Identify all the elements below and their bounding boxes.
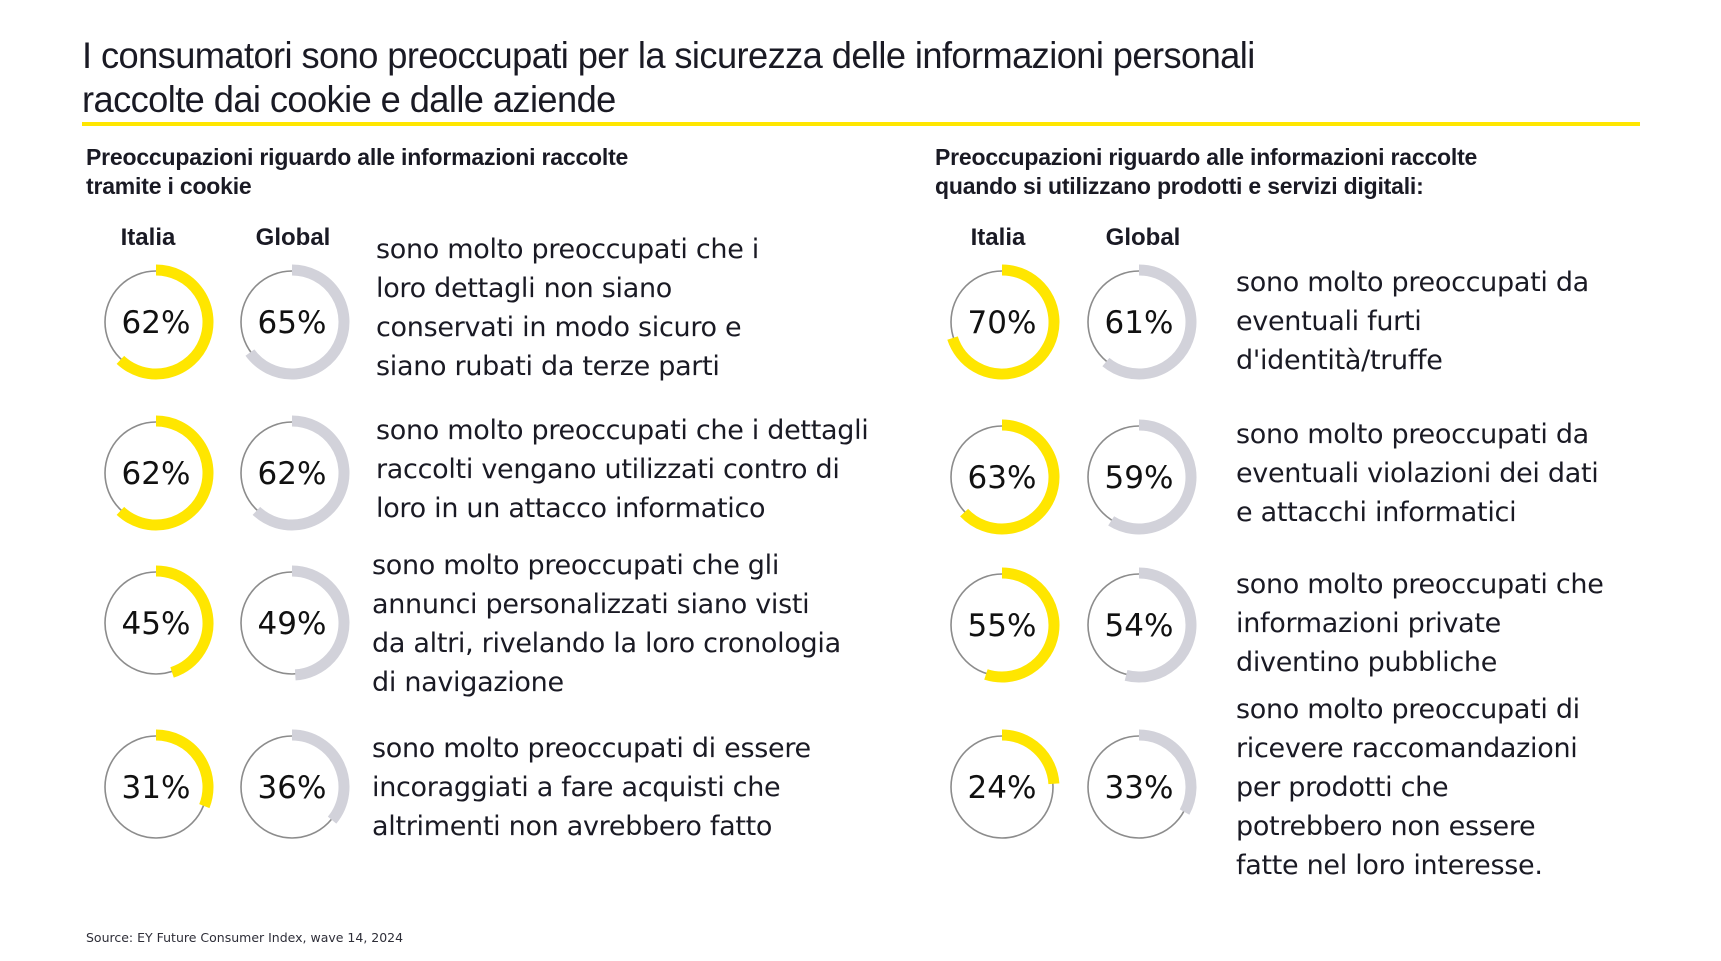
right-item-1-global-arc [1102, 264, 1197, 380]
right-heading-line-1: Preoccupazioni riguardo alle informazion… [935, 144, 1478, 170]
left-item-1-description: sono molto preoccupati che i loro dettag… [376, 234, 759, 382]
right-item-2-global-arc [1108, 419, 1197, 535]
left-item-1-italia-donut: 62% [104, 264, 214, 380]
right-item-1-description: sono molto preoccupati da eventuali furt… [1236, 267, 1589, 376]
left-heading-line-1: Preoccupazioni riguardo alle informazion… [86, 144, 629, 170]
left-item-2-global-donut: 62% [240, 415, 350, 531]
right-item-2-description: sono molto preoccupati da eventuali viol… [1236, 419, 1599, 528]
right-item-1-global-value: 61% [1105, 305, 1174, 341]
right-item-3-global-value: 54% [1105, 608, 1174, 644]
right-item-2-italia-value: 63% [968, 460, 1037, 496]
title-line-2: raccolte dai cookie e dalle aziende [82, 79, 616, 120]
left-item-1-italia-arc [116, 264, 214, 380]
right-col-header-global: Global [1105, 224, 1181, 251]
right-heading-line-2: quando si utilizzano prodotti e servizi … [935, 173, 1424, 199]
left-item-1-global-value: 65% [258, 305, 327, 341]
right-item-4-italia-value: 24% [968, 770, 1037, 806]
right-item-3-italia-value: 55% [968, 608, 1037, 644]
right-item-3-italia-arc [984, 567, 1060, 683]
left-item-4-global-donut: 36% [240, 729, 350, 839]
right-item-3-global-donut: 54% [1087, 567, 1197, 683]
left-item-4-italia-value: 31% [122, 770, 191, 806]
page-title: I consumatori sono preoccupati per la si… [82, 34, 1255, 122]
left-item-3-description: sono molto preoccupati che gli annunci p… [372, 550, 841, 698]
right-item-2-italia-donut: 63% [950, 419, 1060, 535]
right-item-3-description: sono molto preoccupati che informazioni … [1236, 569, 1604, 678]
left-item-3-global-value: 49% [258, 606, 327, 642]
right-item-2-italia-arc [960, 419, 1060, 535]
left-item-4-italia-arc [155, 729, 214, 809]
right-item-2-global-value: 59% [1105, 460, 1174, 496]
left-col-header-global: Global [255, 224, 331, 251]
left-item-3-italia-value: 45% [122, 606, 191, 642]
right-item-4-italia-donut: 24% [950, 729, 1060, 839]
left-heading-line-2: tramite i cookie [86, 173, 252, 199]
left-item-2-italia-arc [116, 415, 214, 531]
left-item-1-italia-value: 62% [122, 305, 191, 341]
left-col-header-italia: Italia [120, 224, 176, 251]
left-item-1-global-donut: 65% [240, 264, 350, 380]
right-col-header-italia: Italia [970, 224, 1026, 251]
left-item-4-italia-donut: 31% [104, 729, 214, 839]
left-item-2-italia-value: 62% [122, 456, 191, 492]
left-item-2-global-arc [252, 415, 350, 531]
right-item-4-description: sono molto preoccupati di ricevere racco… [1236, 694, 1580, 881]
source-note: Source: EY Future Consumer Index, wave 1… [86, 930, 404, 945]
left-item-3-italia-donut: 45% [104, 565, 214, 678]
right-item-1-italia-value: 70% [968, 305, 1037, 341]
left-item-2-italia-donut: 62% [104, 415, 214, 531]
right-item-1-italia-donut: 70% [947, 264, 1060, 380]
right-item-3-global-arc [1124, 567, 1197, 683]
left-item-4-global-arc [291, 729, 350, 824]
right-item-2-global-donut: 59% [1087, 419, 1197, 535]
left-item-2-global-value: 62% [258, 456, 327, 492]
left-item-4-description: sono molto preoccupati di essere incorag… [372, 733, 811, 842]
right-item-4-global-arc [1138, 729, 1197, 815]
right-item-4-italia-arc [1001, 729, 1060, 785]
right-item-1-global-donut: 61% [1087, 264, 1197, 380]
left-panel-heading: Preoccupazioni riguardo alle informazion… [86, 143, 628, 201]
right-panel-heading: Preoccupazioni riguardo alle informazion… [935, 143, 1477, 201]
title-underline [82, 122, 1640, 126]
left-item-3-global-arc [291, 565, 350, 681]
right-item-4-global-donut: 33% [1087, 729, 1197, 839]
right-item-1-italia-arc [947, 264, 1060, 380]
right-item-4-global-value: 33% [1105, 770, 1174, 806]
left-item-2-description: sono molto preoccupati che i dettagli ra… [376, 415, 869, 524]
left-item-1-global-arc [245, 264, 350, 380]
left-item-4-global-value: 36% [258, 770, 327, 806]
left-item-3-global-donut: 49% [240, 565, 350, 681]
left-item-3-italia-arc [155, 565, 214, 678]
right-item-3-italia-donut: 55% [950, 567, 1060, 683]
title-line-1: I consumatori sono preoccupati per la si… [82, 35, 1255, 76]
